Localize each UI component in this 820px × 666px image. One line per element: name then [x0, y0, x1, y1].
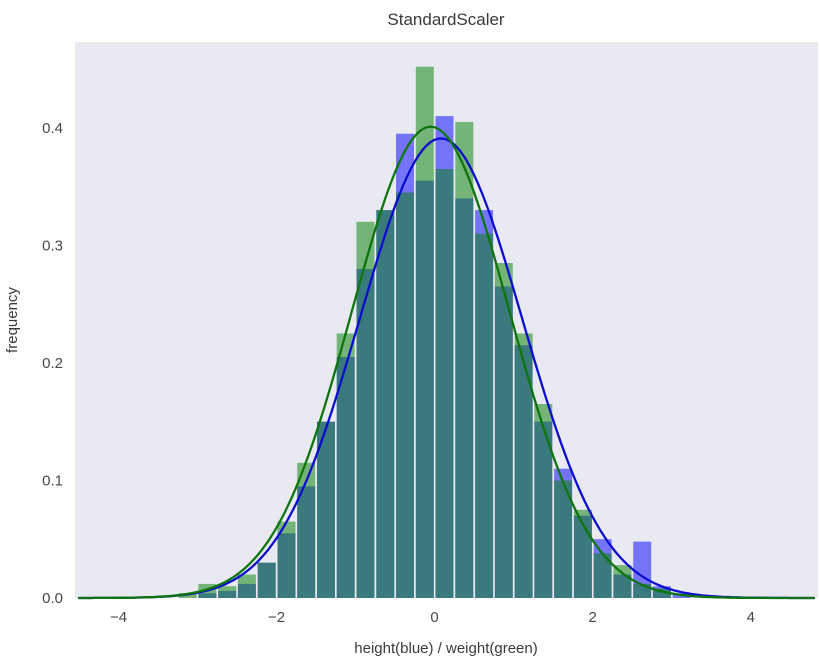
histogram-bar: [257, 562, 276, 598]
histogram-bar: [376, 210, 395, 598]
histogram-bar: [396, 192, 414, 598]
histogram-bar: [613, 565, 632, 598]
x-tick-label: −4: [110, 609, 127, 626]
histogram-bar: [178, 593, 197, 598]
x-tick-label: 2: [589, 609, 597, 626]
kde-curves-layer: [77, 125, 816, 600]
x-tick-label: 4: [747, 609, 755, 626]
kde-curve: [77, 125, 816, 600]
histogram-bars-layer: [178, 66, 691, 599]
y-axis-label: frequency: [4, 287, 21, 353]
histogram-bar: [494, 263, 513, 598]
histogram-bar: [593, 553, 612, 598]
histogram-bar: [415, 66, 434, 598]
x-tick-label: −2: [268, 609, 285, 626]
histogram-bar: [237, 574, 256, 598]
axis-ticks-layer: −4 −2 0 2 4 0.0 0.1 0.2 0.3 0.4: [42, 120, 755, 626]
histogram-bar: [455, 121, 474, 599]
histogram-bar: [297, 462, 316, 598]
x-axis-label: height(blue) / weight(green): [354, 640, 537, 657]
histogram-bar: [277, 521, 296, 598]
histogram-bar: [317, 421, 335, 598]
y-tick-label: 0.1: [42, 473, 63, 490]
histogram-bar: [336, 333, 355, 598]
histogram-bar: [218, 586, 237, 598]
y-tick-label: 0.4: [42, 120, 63, 137]
histogram-bar: [475, 233, 494, 598]
histogram-bar: [435, 169, 454, 598]
y-tick-label: 0.0: [42, 590, 63, 607]
chart-title: StandardScaler: [387, 10, 505, 29]
x-tick-label: 0: [430, 609, 438, 626]
y-tick-label: 0.2: [42, 355, 63, 372]
histogram-bar: [652, 588, 671, 598]
histogram-bar: [554, 480, 573, 598]
histogram-bar: [534, 404, 553, 598]
y-tick-label: 0.3: [42, 237, 63, 254]
histogram-bar: [514, 333, 533, 598]
